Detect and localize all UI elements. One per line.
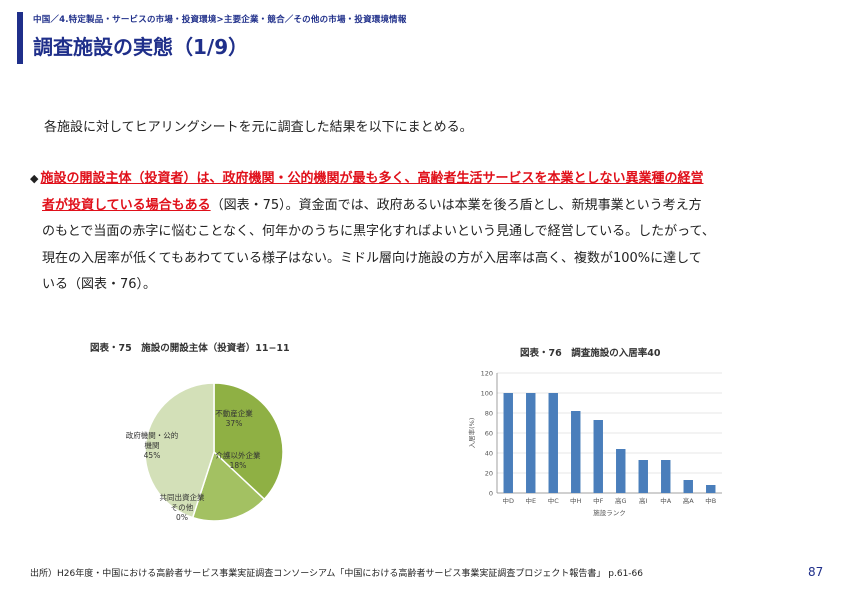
- bullet-paragraph: ◆ 施設の開設主体（投資者）は、政府機関・公的機関が最も多く、高齢者生活サービスを…: [30, 166, 825, 299]
- bar: [571, 411, 581, 493]
- pie-slice: [213, 382, 284, 501]
- highlight-text-2: 者が投資している場合もある: [42, 197, 211, 213]
- pie-slice-label: 45%: [144, 451, 161, 460]
- bar: [638, 460, 648, 493]
- y-tick-label: 20: [485, 470, 493, 478]
- pie-slice-label: その他: [171, 502, 194, 512]
- bar: [616, 449, 626, 493]
- pie-slice-label: 政府機関・公的: [126, 430, 179, 440]
- bullet-line-5: いる（図表・76）。: [42, 277, 157, 292]
- x-tick-label: 高A: [683, 496, 695, 505]
- pie-slice-label: 機関: [145, 440, 160, 450]
- breadcrumb: 中国／4.特定製品・サービスの市場・投資環境>主要企業・競合／その他の市場・投資…: [33, 15, 407, 25]
- y-axis-label: 入居率(%): [467, 418, 476, 449]
- pie-slice: [144, 382, 215, 519]
- y-tick-label: 120: [481, 370, 493, 378]
- x-tick-label: 中F: [593, 496, 604, 505]
- bullet-line-3: のもとで当面の赤字に悩むことなく、何年かのうちに黒字化すればよいという見通しで経…: [42, 224, 715, 239]
- body-text-2: （図表・75）。資金面では、政府あるいは本業を後ろ盾とし、新規事業という考え方: [210, 197, 702, 213]
- intro-text: 各施設に対してヒアリングシートを元に調査した結果を以下にまとめる。: [44, 120, 473, 135]
- pie-slice-label: 0%: [176, 513, 188, 522]
- pie-slice: [191, 450, 266, 522]
- bar: [706, 485, 716, 493]
- x-tick-label: 中E: [525, 496, 536, 505]
- title-accent-bar: [17, 12, 23, 64]
- pie-slice-label: 不動産企業: [215, 408, 253, 418]
- bar: [683, 480, 693, 493]
- pie-chart-title: 図表・75 施設の開設主体（投資者）11−11: [90, 343, 290, 354]
- x-tick-label: 高I: [639, 496, 648, 505]
- pie-slice-label: 37%: [226, 419, 243, 428]
- y-tick-label: 80: [485, 410, 493, 418]
- bar-chart: 0 20 40 60 80 100 120 中D 中E 中C 中H 中F 高G 高I 中A 高A 中B 入居率(%…: [467, 370, 722, 517]
- x-axis-label: 施設ランク: [593, 508, 626, 517]
- pie-slice-label: 18%: [230, 461, 247, 470]
- pie-slice-label: 介護以外企業: [216, 450, 261, 460]
- bullet-line-1: ◆ 施設の開設主体（投資者）は、政府機関・公的機関が最も多く、高齢者生活サービスを…: [30, 166, 825, 193]
- page-title: 調査施設の実態（1/9）: [33, 35, 249, 59]
- y-tick-label: 60: [485, 430, 493, 438]
- x-tick-label: 高G: [615, 496, 627, 505]
- bar-chart-title: 図表・76 調査施設の入居率40: [520, 348, 661, 359]
- bullet-diamond-icon: ◆: [30, 172, 39, 185]
- y-tick-label: 40: [485, 450, 493, 458]
- x-tick-label: 中D: [502, 496, 514, 505]
- bar-figure: 図表・76 調査施設の入居率40 0 20 40 60 80 100 120 中D 中E 中C 中H…: [465, 343, 755, 523]
- highlight-text-1: 施設の開設主体（投資者）は、政府機関・公的機関が最も多く、高齢者生活サービスを本…: [40, 171, 704, 186]
- pie-slice-label: 共同出資企業: [160, 492, 205, 502]
- bar: [503, 393, 513, 493]
- x-tick-label: 中H: [570, 496, 582, 505]
- page-number: 87: [808, 565, 824, 579]
- bullet-line-2: 者が投資している場合もある（図表・75）。資金面では、政府あるいは本業を後ろ盾と…: [30, 193, 825, 220]
- bar: [526, 393, 536, 493]
- x-tick-label: 中A: [660, 496, 672, 505]
- source-citation: 出所）H26年度・中国における高齢者サービス事業実証調査コンソーシアム「中国にお…: [30, 569, 643, 579]
- y-tick-label: 100: [481, 390, 493, 398]
- pie-figure: 図表・75 施設の開設主体（投資者）11−11 不動産企業 37% 介護以外企業 18…: [90, 340, 330, 530]
- x-tick-label: 中B: [705, 496, 716, 505]
- bar: [661, 460, 671, 493]
- bullet-line-4: 現在の入居率が低くてもあわてている様子はない。ミドル層向け施設の方が入居率は高く…: [42, 250, 702, 266]
- bar: [593, 420, 603, 493]
- bar: [548, 393, 558, 493]
- x-tick-label: 中C: [548, 496, 560, 505]
- y-tick-label: 0: [489, 490, 493, 498]
